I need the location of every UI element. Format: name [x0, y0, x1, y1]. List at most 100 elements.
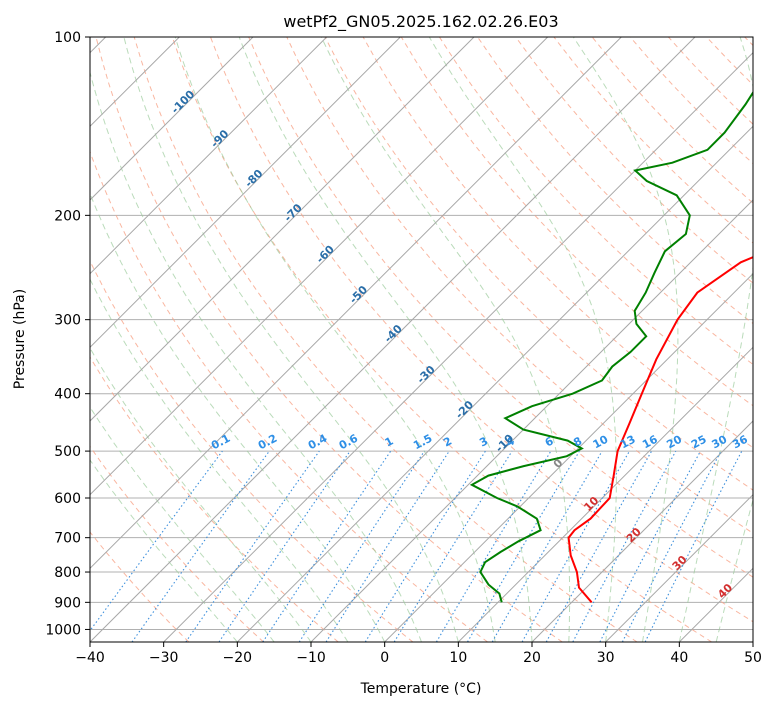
mixing-ratio-line	[467, 450, 580, 642]
y-tick-label: 500	[54, 444, 81, 460]
isotherm-label: -30	[414, 363, 437, 386]
dry-adiabat-line	[248, 37, 753, 578]
x-tick-label: 0	[380, 650, 389, 666]
dry-adiabat-line	[90, 259, 414, 642]
isotherm-line	[384, 272, 753, 642]
mixing-ratio-line	[298, 450, 425, 642]
mixing-ratio-label: 8	[571, 434, 584, 449]
moist-adiabat-line	[428, 37, 617, 642]
temperature-profile-line	[567, 256, 753, 603]
isotherm-line	[90, 37, 549, 496]
isotherm-line	[457, 346, 753, 642]
y-tick-label: 100	[54, 30, 81, 46]
y-tick-label: 400	[54, 387, 81, 403]
mixing-ratio-line	[572, 450, 677, 642]
mixing-ratio-label: 0.1	[209, 432, 232, 453]
y-tick-label: 1000	[45, 622, 81, 638]
isotherm-line	[236, 125, 753, 642]
dry-adiabat-line	[515, 37, 753, 284]
skewed-isotherms	[90, 37, 753, 642]
isotherm-line	[310, 199, 753, 642]
isotherm-line	[90, 37, 254, 201]
moist-adiabat-line	[90, 278, 349, 642]
mixing-ratio-lines	[90, 450, 743, 642]
x-tick-label: 10	[449, 650, 467, 666]
isotherm-line	[90, 37, 622, 570]
y-tick-label: 300	[54, 313, 81, 329]
x-tick-label: −40	[75, 650, 105, 666]
moist-adiabat-line	[90, 459, 238, 642]
moist-adiabat-line	[90, 192, 386, 642]
y-axis-label: Pressure (hPa)	[12, 289, 28, 389]
x-tick-label: 40	[670, 650, 688, 666]
mixing-ratio-label: 10	[591, 433, 611, 452]
dry-adiabat-line	[133, 37, 638, 642]
chart-title: wetPf2_GN05.2025.162.02.26.E03	[283, 12, 558, 32]
isotherm-label: -60	[314, 242, 337, 265]
isotherm-line	[531, 420, 753, 642]
isotherm-label: 20	[624, 525, 644, 545]
mixing-ratio-label: 13	[618, 433, 638, 452]
mixing-ratio-line	[90, 450, 223, 632]
y-tick-label: 200	[54, 208, 81, 224]
x-tick-label: 20	[523, 650, 541, 666]
dry-adiabat-line	[90, 150, 488, 642]
y-axis: 100 200 300 400 500 600 700 800 900 1000	[45, 30, 90, 638]
dry-adiabat-line	[171, 37, 712, 642]
moist-adiabat-line	[174, 37, 496, 642]
y-tick-label: 800	[54, 565, 81, 581]
mixing-ratio-line	[364, 450, 486, 642]
moist-adiabat-line	[90, 406, 275, 642]
mixing-ratio-line	[185, 450, 320, 642]
moist-adiabat-line	[678, 37, 753, 642]
mixing-ratio-label: 1	[383, 434, 396, 449]
isotherm-line	[163, 51, 753, 642]
moist-adiabat-line	[238, 37, 533, 642]
dry-adiabat-line	[400, 37, 753, 407]
mixing-ratio-label: 30	[710, 433, 730, 452]
y-tick-label: 600	[54, 491, 81, 507]
moist-adiabat-line	[320, 37, 571, 642]
dewpoint-profile-line	[469, 90, 753, 603]
isotherm-label: -70	[282, 201, 305, 224]
isotherm-label: -100	[169, 87, 198, 116]
plot-frame	[89, 36, 754, 643]
moist-adiabat-line	[90, 70, 422, 642]
x-tick-label: 50	[744, 650, 762, 666]
dry-adiabat-line	[90, 356, 339, 642]
moist-adiabat-line	[123, 37, 459, 642]
mixing-ratio-line	[393, 450, 513, 642]
dry-adiabat-line	[668, 37, 753, 125]
mixing-ratio-label: 20	[664, 433, 684, 452]
dry-adiabat-line	[95, 37, 563, 642]
isotherm-line	[90, 37, 401, 349]
mixing-ratio-label: 1.5	[411, 432, 434, 453]
mixing-ratio-line	[599, 450, 701, 642]
isotherm-label: -50	[347, 283, 370, 306]
dry-adiabat-line	[553, 37, 753, 244]
x-tick-label: −20	[223, 650, 253, 666]
dry-adiabat-line	[90, 531, 190, 642]
dry-adiabat-line	[210, 37, 753, 623]
moist-adiabat-line	[90, 347, 312, 642]
isotherm-label: -90	[208, 127, 231, 150]
x-tick-label: −30	[149, 650, 179, 666]
x-axis-label: Temperature (°C)	[360, 681, 482, 697]
mixing-ratio-line	[545, 450, 653, 642]
dry-adiabat-line	[744, 37, 753, 47]
mixing-ratio-line	[644, 450, 743, 642]
isotherm-line	[90, 37, 475, 422]
y-tick-label: 700	[54, 531, 81, 547]
moist-adiabat-line	[715, 497, 753, 642]
mixing-ratio-line	[435, 450, 552, 642]
dry-adiabat-line	[591, 37, 753, 204]
x-axis: −40 −30 −20 −10 0 10 20 30 40 50	[75, 642, 762, 666]
y-tick-label: 900	[54, 595, 81, 611]
mixing-ratio-line	[218, 450, 351, 642]
mixing-ratio-label: 36	[730, 433, 750, 452]
isotherm-line	[90, 37, 328, 275]
mixing-ratio-label: 16	[640, 433, 660, 452]
isotherm-label: -40	[382, 322, 405, 345]
isotherm-line	[752, 641, 753, 642]
